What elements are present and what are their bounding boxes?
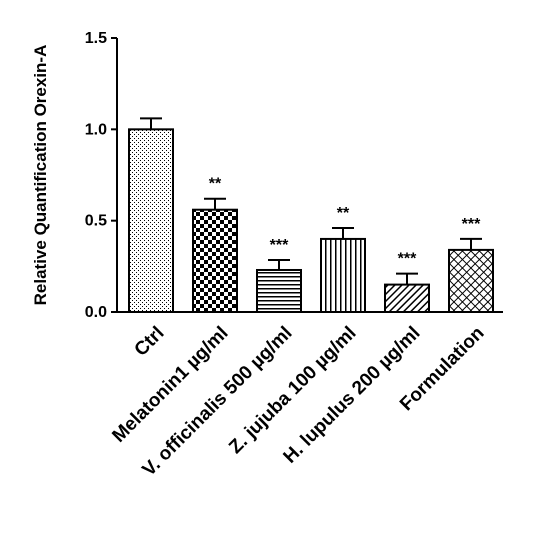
bar	[448, 248, 494, 313]
y-axis-title: Relative Quantification Orexin-A	[31, 45, 50, 306]
bar	[320, 237, 366, 313]
significance-label: ***	[270, 237, 289, 254]
significance-label: **	[209, 176, 222, 193]
bar	[384, 283, 430, 314]
bar	[128, 128, 174, 313]
significance-label: ***	[398, 251, 417, 268]
bar	[256, 268, 302, 313]
y-tick-label: 0.0	[85, 304, 107, 321]
category-label: Ctrl	[131, 323, 169, 361]
y-tick-label: 0.5	[85, 213, 107, 230]
category-label: Melatonin1 µg/ml	[108, 323, 232, 447]
category-label: Z. jujuba 100 µg/ml	[225, 323, 360, 458]
y-tick-label: 1.0	[85, 121, 107, 138]
y-tick-label: 1.5	[85, 30, 107, 47]
significance-label: ***	[462, 216, 481, 233]
significance-label: **	[337, 205, 350, 222]
bar	[192, 208, 238, 313]
